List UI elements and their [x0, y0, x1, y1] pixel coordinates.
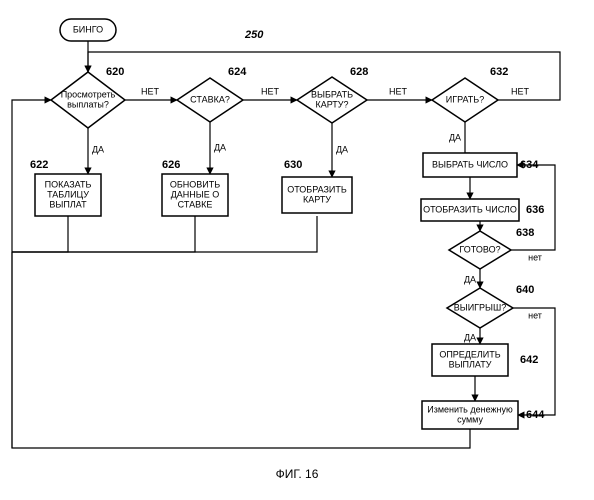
edge-label: НЕТ — [261, 86, 280, 96]
ref-number: 644 — [526, 409, 545, 421]
edge-e_622_loop — [12, 216, 68, 252]
node-p642: ОПРЕДЕЛИТЬВЫПЛАТУ 642 — [432, 344, 538, 376]
svg-text:ТАБЛИЦУ: ТАБЛИЦУ — [47, 189, 89, 199]
node-p622: ПОКАЗАТЬТАБЛИЦУВЫПЛАТ 622 — [30, 159, 101, 216]
svg-text:ПОКАЗАТЬ: ПОКАЗАТЬ — [45, 179, 92, 189]
ref-number: 624 — [228, 66, 247, 78]
svg-text:сумму: сумму — [457, 414, 483, 424]
svg-text:СТАВКЕ: СТАВКЕ — [178, 199, 213, 209]
svg-text:БИНГО: БИНГО — [73, 24, 103, 34]
edge-label: ДА — [336, 144, 348, 154]
ref-number: 626 — [162, 159, 180, 171]
edge-label: ДА — [464, 332, 476, 342]
edge-label: нет — [528, 252, 542, 262]
edge-e_632_634_yes — [465, 122, 470, 153]
ref-number: 632 — [490, 66, 508, 78]
ref-number: 634 — [520, 159, 539, 171]
ref-number: 622 — [30, 159, 48, 171]
svg-text:ВЫБРАТЬ: ВЫБРАТЬ — [311, 89, 353, 99]
node-p644: Изменить денежнуюсумму 644 — [422, 401, 545, 429]
edge-label: НЕТ — [511, 86, 530, 96]
svg-text:выплаты?: выплаты? — [67, 99, 109, 109]
node-d632: ИГРАТЬ? 632 — [432, 66, 508, 122]
svg-text:ОТОБРАЗИТЬ ЧИСЛО: ОТОБРАЗИТЬ ЧИСЛО — [423, 204, 517, 214]
node-d624: СТАВКА? 624 — [177, 66, 247, 122]
svg-text:КАРТУ?: КАРТУ? — [315, 99, 348, 109]
svg-text:ВЫПЛАТУ: ВЫПЛАТУ — [449, 359, 492, 369]
ref-number: 636 — [526, 204, 544, 216]
node-p626: ОБНОВИТЬДАННЫЕ ОСТАВКЕ 626 — [162, 159, 228, 216]
svg-text:ИГРАТЬ?: ИГРАТЬ? — [446, 94, 484, 104]
node-start: БИНГО — [60, 19, 116, 41]
svg-text:ВЫБРАТЬ ЧИСЛО: ВЫБРАТЬ ЧИСЛО — [432, 159, 508, 169]
edge-label: нет — [528, 310, 542, 320]
svg-text:ГОТОВО?: ГОТОВО? — [459, 244, 500, 254]
svg-text:Изменить денежную: Изменить денежную — [427, 404, 513, 414]
svg-text:ОБНОВИТЬ: ОБНОВИТЬ — [170, 179, 220, 189]
node-d638: ГОТОВО? 638 — [449, 227, 534, 269]
node-p630: ОТОБРАЗИТЬКАРТУ 630 — [282, 159, 352, 213]
svg-text:ВЫИГРЫШ?: ВЫИГРЫШ? — [454, 302, 507, 312]
svg-text:КАРТУ: КАРТУ — [303, 194, 331, 204]
edge-e_626_loop — [12, 216, 195, 252]
edge-label: НЕТ — [389, 86, 408, 96]
ref-number: 628 — [350, 66, 368, 78]
ref-number: 638 — [516, 227, 534, 239]
figure-number-ref: 250 — [244, 29, 264, 41]
node-d640: ВЫИГРЫШ? 640 — [447, 284, 534, 328]
figure-caption: ФИГ. 16 — [276, 467, 319, 481]
svg-text:ДАННЫЕ О: ДАННЫЕ О — [171, 189, 220, 199]
svg-text:ОТОБРАЗИТЬ: ОТОБРАЗИТЬ — [287, 184, 347, 194]
ref-number: 642 — [520, 354, 538, 366]
edge-label: ДА — [449, 132, 461, 142]
edge-label: ДА — [214, 142, 226, 152]
ref-number: 620 — [106, 66, 124, 78]
svg-text:ОПРЕДЕЛИТЬ: ОПРЕДЕЛИТЬ — [439, 349, 500, 359]
edge-e_644_mainloop — [12, 100, 470, 448]
ref-number: 640 — [516, 284, 534, 296]
svg-text:ВЫПЛАТ: ВЫПЛАТ — [49, 199, 87, 209]
svg-text:СТАВКА?: СТАВКА? — [190, 94, 230, 104]
edge-label: ДА — [92, 144, 104, 154]
node-p634: ВЫБРАТЬ ЧИСЛО 634 — [423, 153, 539, 177]
ref-number: 630 — [284, 159, 302, 171]
edge-e_630_loop — [12, 216, 317, 252]
node-d628: ВЫБРАТЬКАРТУ? 628 — [297, 66, 368, 123]
node-p636: ОТОБРАЗИТЬ ЧИСЛО 636 — [421, 199, 544, 221]
edge-label: ДА — [464, 274, 476, 284]
edge-label: НЕТ — [141, 86, 160, 96]
node-d620: Просмотретьвыплаты? 620 — [51, 66, 125, 128]
svg-text:Просмотреть: Просмотреть — [61, 89, 116, 99]
